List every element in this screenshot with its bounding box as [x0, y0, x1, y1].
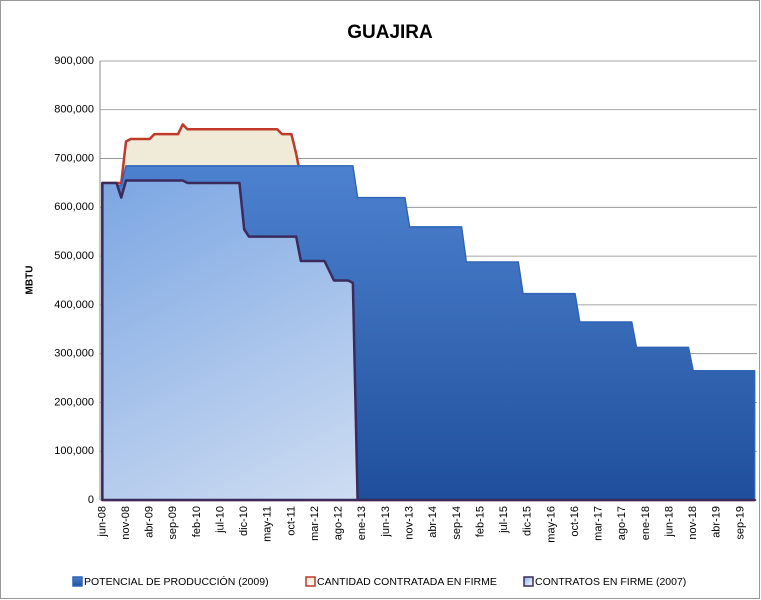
legend-swatch [523, 576, 534, 587]
y-tick-label: 800,000 [54, 104, 94, 116]
y-tick-label: 700,000 [54, 152, 94, 164]
x-tick-label: jun-18 [663, 506, 675, 538]
y-tick-label: 900,000 [54, 55, 94, 67]
legend-label: CANTIDAD CONTRATADA EN FIRME [317, 576, 497, 588]
x-tick-label: ago-12 [333, 506, 345, 540]
legend-swatch [305, 576, 316, 587]
x-tick-label: ago-17 [616, 506, 628, 540]
x-tick-label: feb-15 [474, 506, 486, 537]
legend-label: CONTRATOS EN FIRME (2007) [535, 576, 686, 588]
y-tick-label: 200,000 [54, 396, 94, 408]
x-tick-label: nov-08 [120, 506, 132, 540]
x-tick-label: nov-13 [403, 506, 415, 540]
x-tick-label: may-11 [262, 506, 274, 542]
x-tick-label: nov-18 [687, 506, 699, 540]
y-tick-label: 300,000 [54, 348, 94, 360]
chart-title: GUAJIRA [347, 22, 433, 43]
y-tick-label: 100,000 [54, 445, 94, 457]
x-tick-label: jun-13 [380, 506, 392, 538]
y-tick-label: 0 [88, 494, 94, 506]
x-tick-label: oct-11 [285, 506, 297, 536]
x-tick-label: dic-15 [522, 506, 534, 536]
y-tick-label: 400,000 [54, 299, 94, 311]
x-tick-label: oct-16 [569, 506, 581, 537]
x-tick-label: ene-13 [356, 506, 368, 540]
x-tick-label: jul-10 [214, 506, 226, 534]
x-tick-label: sep-19 [734, 506, 746, 540]
x-tick-label: jun-08 [96, 506, 108, 538]
x-tick-label: mar-12 [309, 506, 321, 541]
x-tick-label: may-16 [545, 506, 557, 543]
area [101, 179, 756, 502]
x-tick-label: dic-10 [238, 506, 250, 536]
x-tick-label: abr-14 [427, 506, 439, 538]
legend-label: POTENCIAL DE PRODUCCIÓN (2009) [84, 575, 269, 588]
y-axis-label: MBTU [25, 266, 36, 295]
x-tick-label: mar-17 [593, 506, 605, 541]
y-tick-label: 500,000 [54, 250, 94, 262]
x-tick-label: sep-14 [451, 506, 463, 540]
x-tick-label: sep-09 [167, 506, 179, 540]
x-tick-label: feb-10 [191, 506, 203, 537]
x-tick-label: abr-09 [144, 506, 156, 538]
x-tick-label: ene-18 [640, 506, 652, 540]
legend-swatch [72, 576, 83, 587]
x-tick-label: abr-19 [711, 506, 723, 538]
y-tick-label: 600,000 [54, 201, 94, 213]
x-tick-label: jul-15 [498, 506, 510, 534]
